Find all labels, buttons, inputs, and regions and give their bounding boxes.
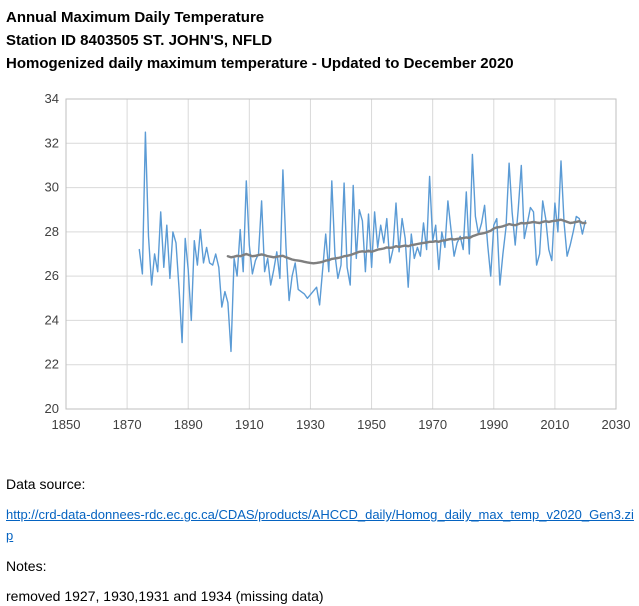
chart-title-line1: Annual Maximum Daily Temperature bbox=[6, 9, 265, 26]
x-tick-label: 2010 bbox=[540, 417, 569, 432]
x-tick-label: 1910 bbox=[235, 417, 264, 432]
x-tick-label: 1970 bbox=[418, 417, 447, 432]
y-tick-label: 30 bbox=[45, 180, 59, 195]
x-tick-label: 1850 bbox=[52, 417, 81, 432]
y-tick-label: 20 bbox=[45, 401, 59, 416]
y-tick-label: 34 bbox=[45, 91, 59, 106]
page-header: Annual Maximum Daily Temperature Station… bbox=[0, 0, 639, 77]
chart-title-line2: Station ID 8403505 ST. JOHN'S, NFLD bbox=[6, 32, 273, 49]
chart-area: 1850 1870 1890 1910 1930 1950 1970 1990 2010 2030… bbox=[30, 87, 639, 464]
notes-label: Notes: bbox=[6, 558, 47, 574]
x-tick-label: 1930 bbox=[296, 417, 325, 432]
y-tick-label: 22 bbox=[45, 357, 59, 372]
y-tick-label: 24 bbox=[45, 312, 59, 327]
note-removed-years: removed 1927, 1930,1931 and 1934 (missin… bbox=[6, 588, 324, 604]
y-tick-label: 26 bbox=[45, 268, 59, 283]
x-tick-label: 1890 bbox=[174, 417, 203, 432]
chart-title-line3: Homogenized daily maximum temperature - … bbox=[6, 55, 514, 72]
chart-footer: Data source: http://crd-data-donnees-rdc… bbox=[0, 474, 639, 606]
y-tick-label: 32 bbox=[45, 135, 59, 150]
temperature-line-chart: 1850 1870 1890 1910 1930 1950 1970 1990 2010 2030… bbox=[45, 91, 631, 432]
axis-labels: 1850 1870 1890 1910 1930 1950 1970 1990 2010 2030… bbox=[45, 91, 631, 432]
series-smoothed-trend bbox=[226, 218, 587, 265]
data-source-link[interactable]: http://crd-data-donnees-rdc.ec.gc.ca/CDA… bbox=[6, 507, 634, 543]
plot-border bbox=[65, 98, 617, 410]
x-tick-label: 1950 bbox=[357, 417, 386, 432]
series-annual-max-temp bbox=[138, 131, 587, 353]
x-tick-label: 2030 bbox=[602, 417, 630, 432]
x-tick-label: 1870 bbox=[113, 417, 142, 432]
x-tick-label: 1990 bbox=[479, 417, 508, 432]
data-source-label: Data source: bbox=[6, 476, 86, 492]
y-tick-label: 28 bbox=[45, 224, 59, 239]
